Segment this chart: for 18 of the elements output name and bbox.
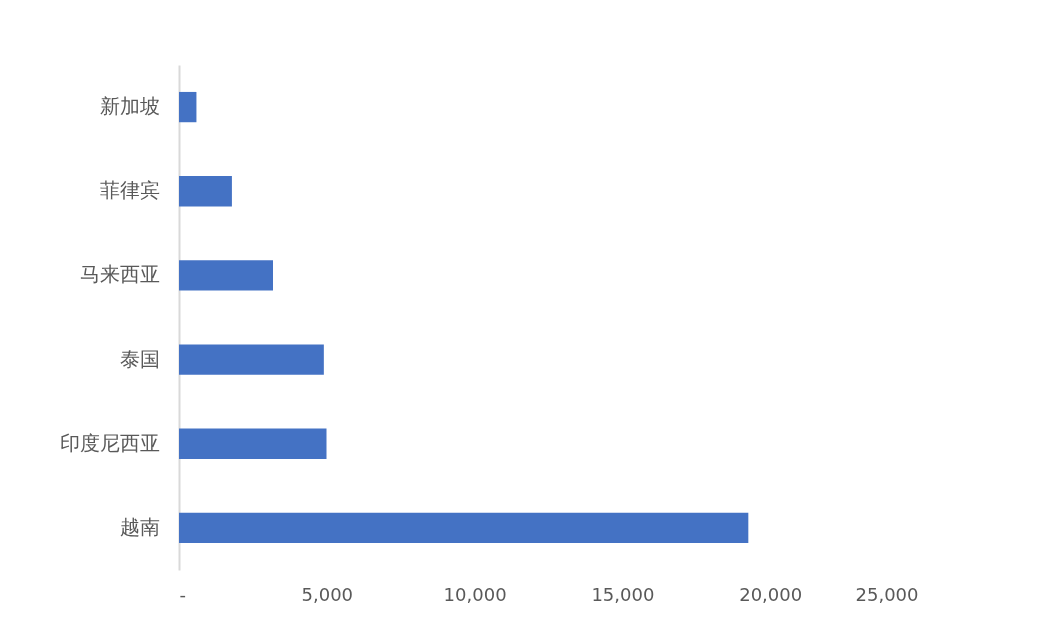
y-tick-label: 泰国 [119,346,160,371]
x-tick-label: 25,000 [855,583,919,605]
y-tick-label: 马来西亚 [79,262,160,287]
bar [179,91,197,123]
x-tick-label: 5,000 [301,583,354,605]
y-tick-label: 菲律宾 [99,178,160,203]
y-tick-label: 越南 [119,514,160,539]
bar [179,260,273,291]
x-tick-label: 15,000 [591,583,655,605]
x-tick-label: - [179,583,186,605]
bar [179,344,324,375]
y-tick-label: 印度尼西亚 [59,430,160,455]
x-tick-label: 20,000 [739,583,803,605]
bar [179,512,749,544]
y-tick-label: 新加坡 [99,94,160,119]
bar [179,428,327,459]
x-tick-label: 10,000 [443,583,507,605]
bar [179,176,232,207]
